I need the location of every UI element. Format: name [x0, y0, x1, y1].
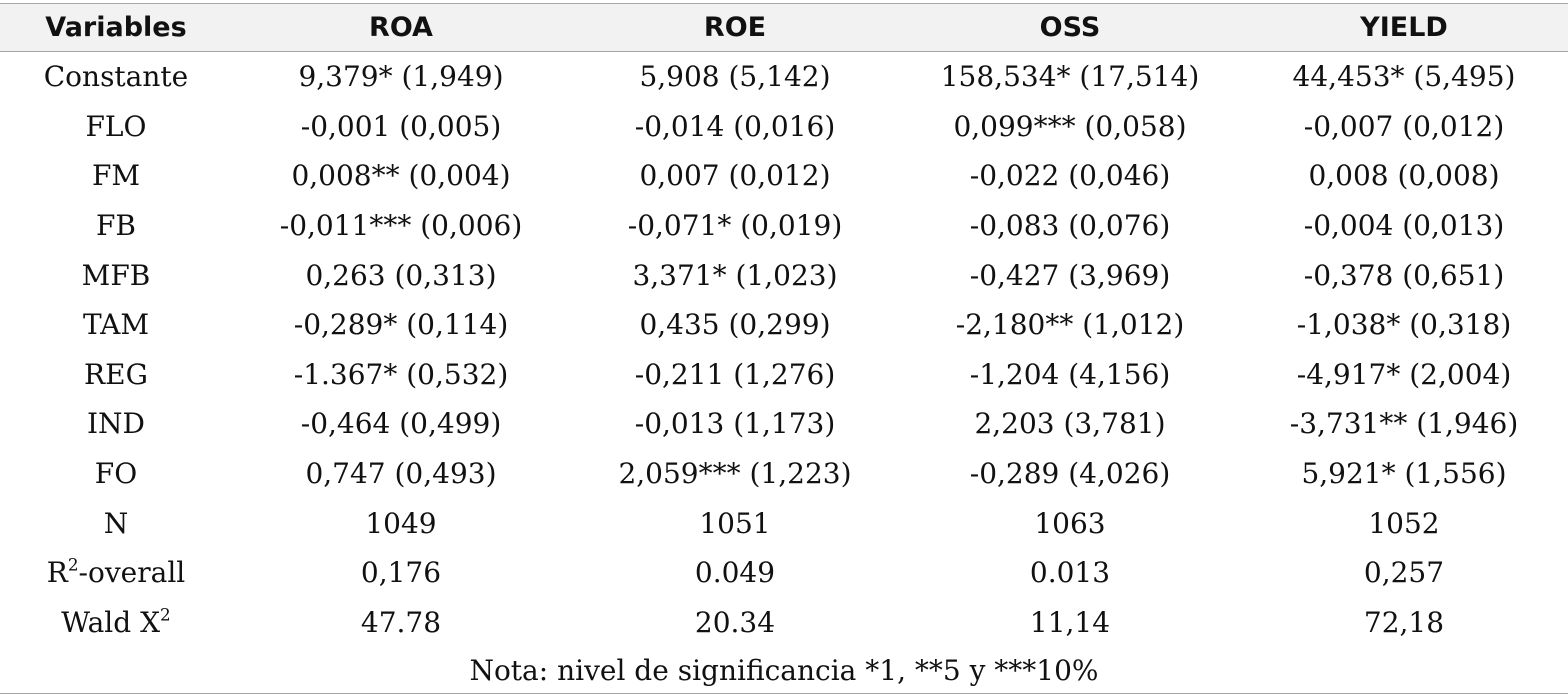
table-row: MFB 0,263 (0,313) 3,371* (1,023) -0,427 … [0, 250, 1568, 300]
row-label: FO [94, 457, 138, 491]
cell-oss: 0,099*** (0,058) [953, 109, 1187, 143]
cell-oss: 2,203 (3,781) [974, 407, 1166, 441]
row-label: IND [86, 407, 145, 441]
table-row: IND -0,464 (0,499) -0,013 (1,173) 2,203 … [0, 399, 1568, 449]
cell-oss: -0,427 (3,969) [969, 258, 1171, 292]
row-label: FB [95, 209, 136, 243]
header-yield: YIELD [1240, 3, 1568, 52]
cell-roa: 0,263 (0,313) [305, 258, 497, 292]
cell-roa: -0,001 (0,005) [300, 109, 502, 143]
cell-roa: 0,747 (0,493) [305, 457, 497, 491]
note-row: Nota: nivel de significancia *1, **5 y *… [0, 647, 1568, 695]
header-roe: ROE [570, 3, 900, 52]
cell-oss: 158,534* (17,514) [940, 60, 1200, 94]
row-label-base: R [46, 556, 68, 590]
cell-roe: -0,211 (1,276) [634, 357, 836, 391]
cell-yield: 1052 [1368, 506, 1440, 540]
cell-oss: -2,180** (1,012) [955, 308, 1185, 342]
row-label: N [103, 506, 129, 540]
cell-roa: -0,289* (0,114) [293, 308, 509, 342]
header-roa: ROA [232, 3, 570, 52]
cell-oss: -0,083 (0,076) [969, 209, 1171, 243]
cell-oss: -1,204 (4,156) [969, 357, 1171, 391]
row-label: FLO [85, 109, 147, 143]
table-row: FM 0,008** (0,004) 0,007 (0,012) -0,022 … [0, 151, 1568, 201]
row-label-suffix: -overall [78, 556, 186, 590]
cell-roe: -0,014 (0,016) [634, 109, 836, 143]
table-row: R2-overall 0,176 0.049 0.013 0,257 [0, 548, 1568, 598]
cell-roe: -0,071* (0,019) [627, 209, 843, 243]
cell-oss: 1063 [1034, 506, 1106, 540]
header-variables: Variables [0, 3, 232, 52]
row-label: FM [91, 159, 141, 193]
cell-roe: 0,007 (0,012) [639, 159, 831, 193]
cell-oss: -0,289 (4,026) [969, 457, 1171, 491]
cell-roe: -0,013 (1,173) [634, 407, 836, 441]
row-label: REG [84, 357, 148, 391]
row-label-superscript: 2 [67, 554, 79, 575]
significance-note: Nota: nivel de significancia *1, **5 y *… [0, 647, 1568, 695]
row-label: Constante [43, 60, 189, 94]
cell-oss: 11,14 [1029, 605, 1111, 639]
cell-yield: 0,008 (0,008) [1308, 159, 1500, 193]
row-label-base: Wald X [61, 605, 161, 639]
cell-roa: 1049 [365, 506, 437, 540]
cell-roe: 2,059*** (1,223) [618, 457, 852, 491]
cell-yield: 44,453* (5,495) [1292, 60, 1516, 94]
header-row: Variables ROA ROE OSS YIELD [0, 3, 1568, 52]
cell-roe: 1051 [699, 506, 771, 540]
row-label: TAM [82, 308, 150, 342]
cell-yield: 72,18 [1363, 605, 1445, 639]
row-label-superscript: 2 [160, 604, 171, 625]
table-row: N 1049 1051 1063 1052 [0, 498, 1568, 548]
cell-yield: -1,038* (0,318) [1296, 308, 1512, 342]
cell-roa: -0,464 (0,499) [300, 407, 502, 441]
table-header: Variables ROA ROE OSS YIELD [0, 3, 1568, 52]
cell-roa: -0,011*** (0,006) [279, 209, 523, 243]
header-oss: OSS [900, 3, 1240, 52]
cell-roe: 5,908 (5,142) [639, 60, 831, 94]
cell-yield: 0,257 [1363, 556, 1445, 590]
table-row: REG -1.367* (0,532) -0,211 (1,276) -1,20… [0, 350, 1568, 400]
cell-yield: 5,921* (1,556) [1301, 457, 1507, 491]
cell-oss: 0.013 [1029, 556, 1111, 590]
row-label-wald: Wald X2 [0, 598, 232, 648]
cell-yield: -0,007 (0,012) [1303, 109, 1505, 143]
cell-yield: -4,917* (2,004) [1296, 357, 1512, 391]
cell-oss: -0,022 (0,046) [969, 159, 1171, 193]
table-row: FO 0,747 (0,493) 2,059*** (1,223) -0,289… [0, 449, 1568, 499]
table-row: TAM -0,289* (0,114) 0,435 (0,299) -2,180… [0, 300, 1568, 350]
cell-yield: -3,731** (1,946) [1289, 407, 1519, 441]
cell-roa: 0,008** (0,004) [291, 159, 511, 193]
row-label: MFB [81, 258, 151, 292]
cell-roa: 0,176 [360, 556, 442, 590]
cell-roe: 20.34 [694, 605, 776, 639]
cell-roa: 47.78 [360, 605, 442, 639]
table-row: FLO -0,001 (0,005) -0,014 (0,016) 0,099*… [0, 102, 1568, 152]
cell-roe: 3,371* (1,023) [632, 258, 838, 292]
cell-yield: -0,004 (0,013) [1303, 209, 1505, 243]
row-label-r2-overall: R2-overall [0, 548, 232, 598]
cell-roa: 9,379* (1,949) [298, 60, 504, 94]
table-row: Wald X2 47.78 20.34 11,14 72,18 [0, 598, 1568, 648]
table-row: FB -0,011*** (0,006) -0,071* (0,019) -0,… [0, 201, 1568, 251]
regression-results-table: Variables ROA ROE OSS YIELD Constante 9,… [0, 3, 1568, 695]
table-row: Constante 9,379* (1,949) 5,908 (5,142) 1… [0, 52, 1568, 102]
table-body: Constante 9,379* (1,949) 5,908 (5,142) 1… [0, 52, 1568, 695]
cell-roa: -1.367* (0,532) [293, 357, 509, 391]
cell-roe: 0.049 [694, 556, 776, 590]
cell-roe: 0,435 (0,299) [639, 308, 831, 342]
cell-yield: -0,378 (0,651) [1303, 258, 1505, 292]
